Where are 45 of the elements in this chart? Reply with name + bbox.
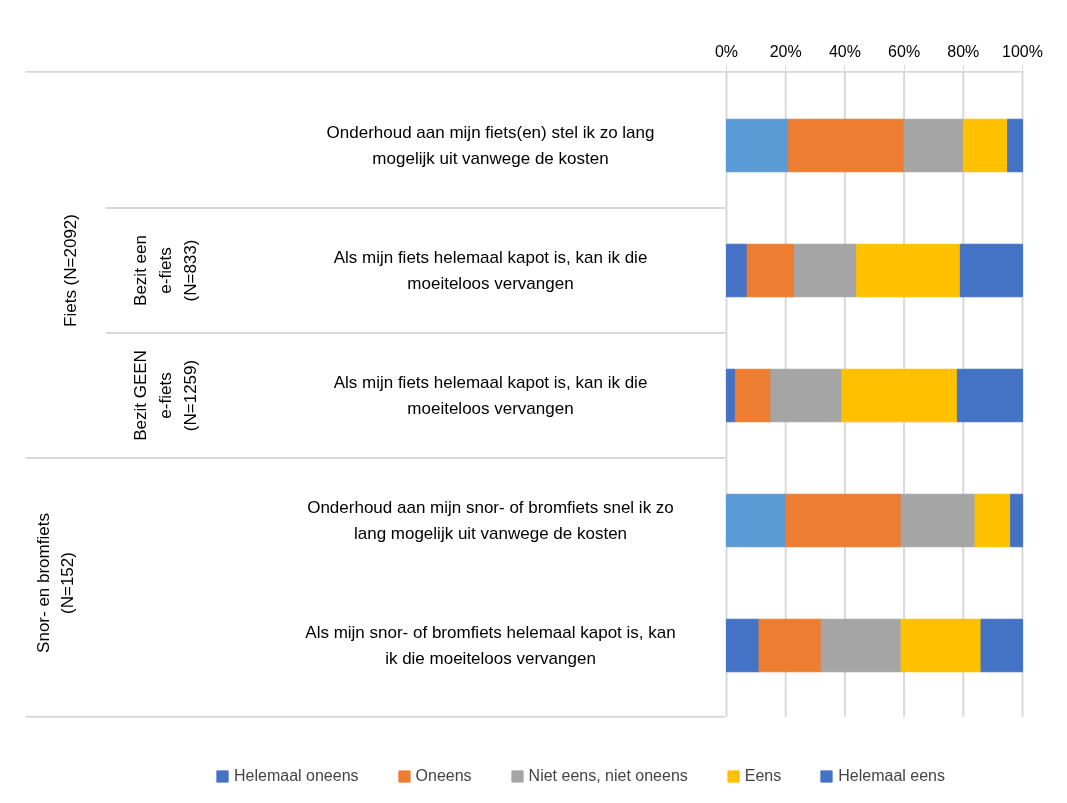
- bar: [956, 368, 1023, 423]
- legend-label: Helemaal oneens: [234, 767, 359, 785]
- legend-label: Helemaal eens: [838, 767, 945, 785]
- bar: [726, 368, 736, 423]
- bar: [841, 368, 958, 423]
- bar: [726, 118, 790, 173]
- y-tick-label: Onderhoud aan mijn snor- of bromfiets snel ik zo lang mogelijk uit vanwege de kosten: [307, 497, 674, 544]
- y-tick-label: Als mijn fiets helemaal kapot is, kan ik die moeiteloos vervangen: [333, 247, 648, 294]
- bar: [788, 118, 905, 173]
- bar: [785, 493, 902, 548]
- bar: [856, 243, 961, 298]
- bar: [734, 368, 772, 423]
- bar: [794, 243, 858, 298]
- y-tick-label: Als mijn snor- of bromfiets helemaal kapot is, kan ik die moeiteloos vervangen: [305, 622, 676, 669]
- bar: [726, 618, 760, 673]
- bar: [746, 243, 796, 298]
- legend-label: Oneens: [415, 767, 472, 785]
- text: Snor- en bromfiets (N=152): [33, 513, 78, 653]
- x-tick-label: 40%: [828, 42, 861, 60]
- y-tick-label: Onderhoud aan mijn fiets(en) stel ik zo lang mogelijk uit vanwege de kosten: [326, 122, 655, 169]
- bar: [900, 493, 976, 548]
- text: Bezit GEEN e-fiets (N=1259): [131, 350, 200, 441]
- bar: [903, 118, 964, 173]
- x-tick-label: 60%: [888, 42, 921, 60]
- bar: [959, 243, 1023, 298]
- bar: [900, 618, 982, 673]
- bar: [980, 618, 1023, 673]
- legend-label: Niet eens, niet oneens: [528, 767, 688, 785]
- bar: [974, 493, 1012, 548]
- bar: [1010, 493, 1023, 548]
- x-tick-label: 100%: [1002, 42, 1043, 60]
- x-tick-label: 0%: [714, 42, 739, 60]
- bar: [820, 618, 902, 673]
- x-tick-label: 20%: [769, 42, 802, 60]
- bar: [758, 618, 822, 673]
- bar: [1007, 118, 1023, 173]
- bar: [726, 493, 787, 548]
- legend-label: Eens: [744, 767, 782, 785]
- bar: [770, 368, 843, 423]
- text: Bezit een e-fiets (N=833): [131, 235, 200, 306]
- bar: [726, 243, 748, 298]
- x-tick-label: 80%: [947, 42, 980, 60]
- y-tick-label: Als mijn fiets helemaal kapot is, kan ik die moeiteloos vervangen: [333, 372, 648, 419]
- text: Fiets (N=2092): [61, 214, 80, 327]
- bar: [962, 118, 1009, 173]
